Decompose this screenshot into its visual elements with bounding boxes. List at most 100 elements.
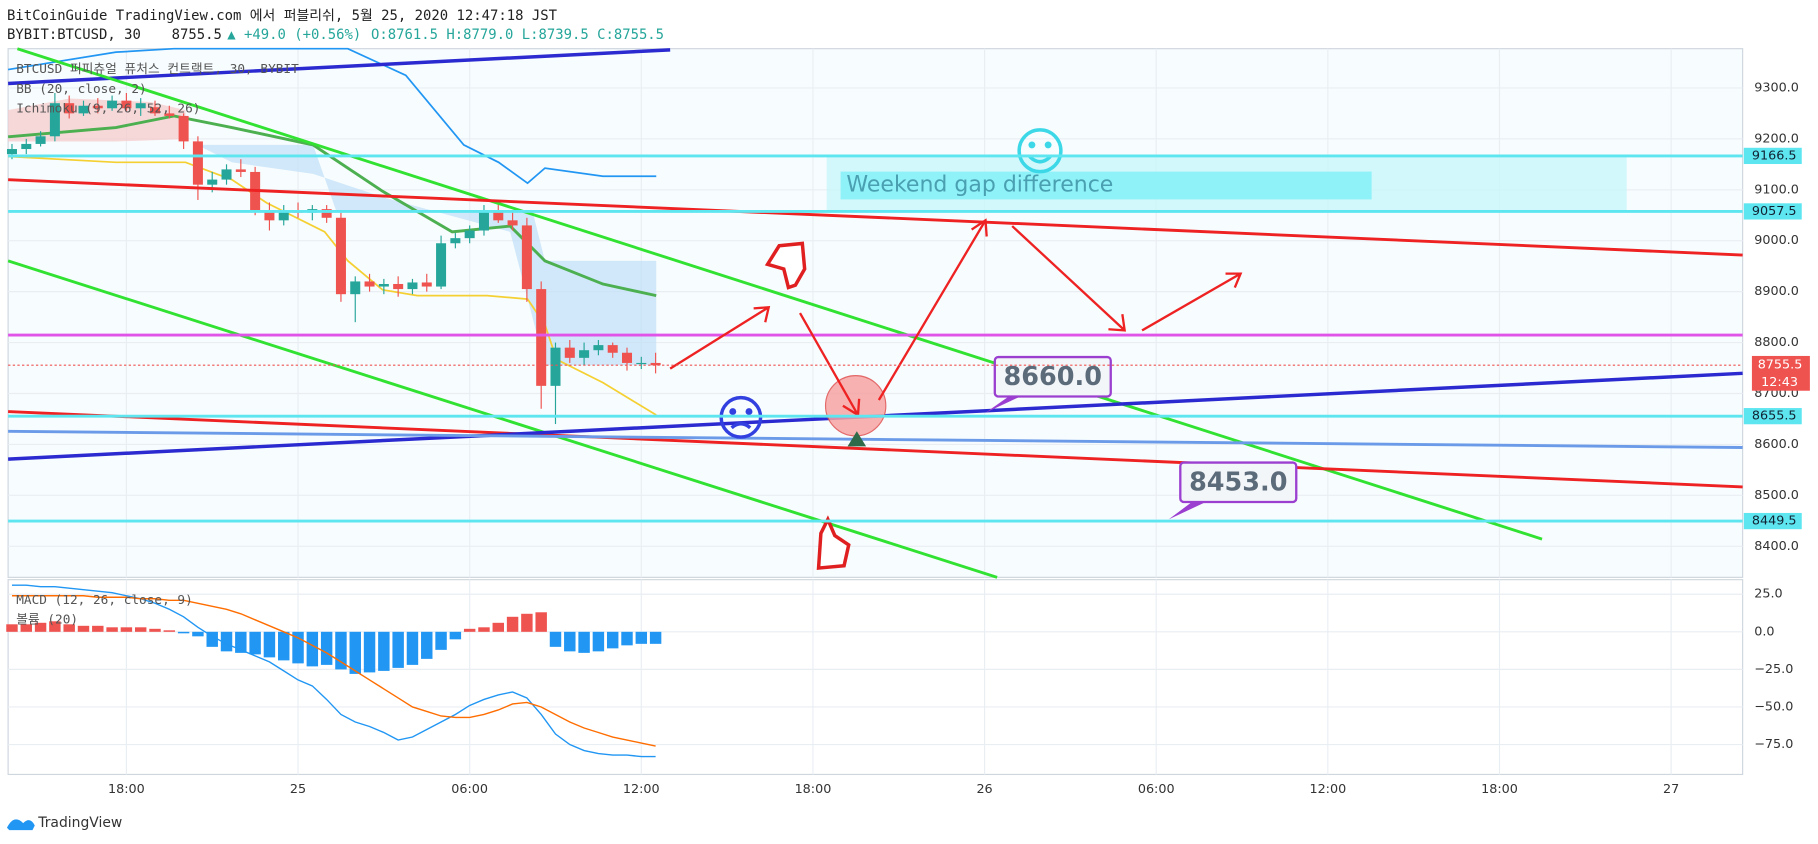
histogram-bar <box>392 631 404 668</box>
level-label: 8449.5 <box>1752 514 1797 529</box>
level-badge <box>1743 512 1802 530</box>
x-tick-label: 12:00 <box>623 782 660 797</box>
candle-body <box>335 217 346 295</box>
arrows <box>669 218 1243 418</box>
legend-entry: BB (20, close, 2) <box>16 82 147 97</box>
candle-body <box>636 362 647 365</box>
candle-body <box>579 350 590 358</box>
macd <box>6 584 662 758</box>
x-tick-label: 25 <box>290 782 306 797</box>
histogram-bar <box>77 625 90 632</box>
x-tick-label: 06:00 <box>451 782 488 797</box>
candle-body <box>650 362 661 366</box>
trendline <box>7 259 998 579</box>
y-tick-label: −25.0 <box>1754 662 1793 677</box>
histogram-bar <box>134 627 147 632</box>
candle-body <box>464 230 475 239</box>
candle-body <box>493 210 504 221</box>
candle-body <box>107 100 118 109</box>
x-tick-label: 06:00 <box>1138 782 1175 797</box>
candle-body <box>64 103 75 114</box>
y-tick-label: 9000.0 <box>1754 233 1799 248</box>
histogram-bar <box>549 631 562 647</box>
candle-body <box>78 105 89 114</box>
histogram-bar <box>535 612 547 632</box>
y-tick-label: 9200.0 <box>1754 131 1799 146</box>
histogram-bar <box>163 630 176 632</box>
histogram-bar <box>506 616 519 632</box>
y-tick-label: 8900.0 <box>1754 284 1799 299</box>
histogram-bar <box>406 631 419 665</box>
y-tick-label: 8500.0 <box>1754 488 1799 503</box>
candle-body <box>564 347 575 358</box>
candle-body <box>207 179 218 185</box>
y-tick-label: −75.0 <box>1754 737 1793 752</box>
histogram-bar <box>578 631 590 653</box>
change: ▲ +49.0 (+0.56%) <box>227 27 361 43</box>
callout: 8660.0 <box>985 355 1112 413</box>
y-tick-label: 9300.0 <box>1754 80 1799 95</box>
histogram-bar <box>192 631 204 637</box>
trendline <box>8 178 1743 257</box>
histogram-bar <box>320 631 333 665</box>
candle-body <box>478 210 489 231</box>
histogram-bar <box>592 631 605 652</box>
gap-label: Weekend gap difference <box>846 172 1113 197</box>
hand-pointer <box>764 241 851 570</box>
footer-text: TradingView <box>37 815 122 831</box>
histogram-bar <box>249 631 261 655</box>
candle-body <box>521 225 532 290</box>
gap-label-box <box>840 171 1372 200</box>
level-badge <box>1743 408 1802 425</box>
histogram-bar <box>34 622 47 632</box>
trendline <box>8 410 1743 489</box>
x-tick-label: 18:00 <box>1481 782 1518 797</box>
histogram-bar <box>478 627 490 632</box>
candle-body <box>192 141 203 185</box>
last-price: 8755.5 <box>172 27 222 43</box>
candle-body <box>235 169 246 172</box>
moving-average <box>7 114 657 298</box>
x-tick-label: 27 <box>1663 782 1679 797</box>
histogram-bar <box>492 622 504 632</box>
y-tick-label: 8400.0 <box>1754 539 1799 554</box>
candle-body <box>6 149 17 155</box>
header-title: BitCoinGuide TradingView.com 에서 퍼블리쉬, 5월… <box>7 8 558 24</box>
x-tick-label: 18:00 <box>108 782 145 797</box>
axes: 8400.08500.08600.08700.08800.08900.09000… <box>108 80 1810 797</box>
candle-body <box>364 281 375 287</box>
highlight-circle <box>824 375 887 437</box>
candle-body <box>278 210 289 221</box>
candle-body <box>321 209 332 218</box>
histogram-bar <box>292 631 304 664</box>
candle-body <box>49 103 60 137</box>
bb-upper <box>7 47 657 185</box>
y-tick-label: −50.0 <box>1754 699 1793 714</box>
y-tick-label: 8600.0 <box>1754 437 1799 452</box>
x-tick-label: 12:00 <box>1309 782 1346 797</box>
histogram-bar <box>435 631 447 650</box>
candle-body <box>593 345 604 351</box>
histogram-bar <box>149 628 161 632</box>
candle-body <box>407 282 418 290</box>
candle-body <box>92 105 103 109</box>
legends: BTCUSD 퍼피츄얼 퓨처스 컨트랙트, 30, BYBIT BB (20, c… <box>16 62 299 628</box>
histogram-bar <box>177 631 190 634</box>
last-price-label: 8755.5 <box>1758 358 1803 373</box>
trendline <box>16 47 1543 541</box>
candle-body <box>35 136 46 144</box>
level-label: 9166.5 <box>1752 148 1797 163</box>
candle-body <box>150 107 161 114</box>
macd-line <box>11 595 656 747</box>
candle-body <box>607 345 618 353</box>
histogram-bar <box>363 631 376 673</box>
histogram-bar <box>621 631 633 646</box>
histogram-bar <box>349 631 361 674</box>
marker <box>847 431 867 447</box>
x-tick-label: 26 <box>976 782 992 797</box>
legend-entry: 볼륨 (20) <box>16 613 78 628</box>
candle-body <box>121 100 132 109</box>
trendline <box>8 429 1743 449</box>
histogram-bar <box>235 631 247 653</box>
